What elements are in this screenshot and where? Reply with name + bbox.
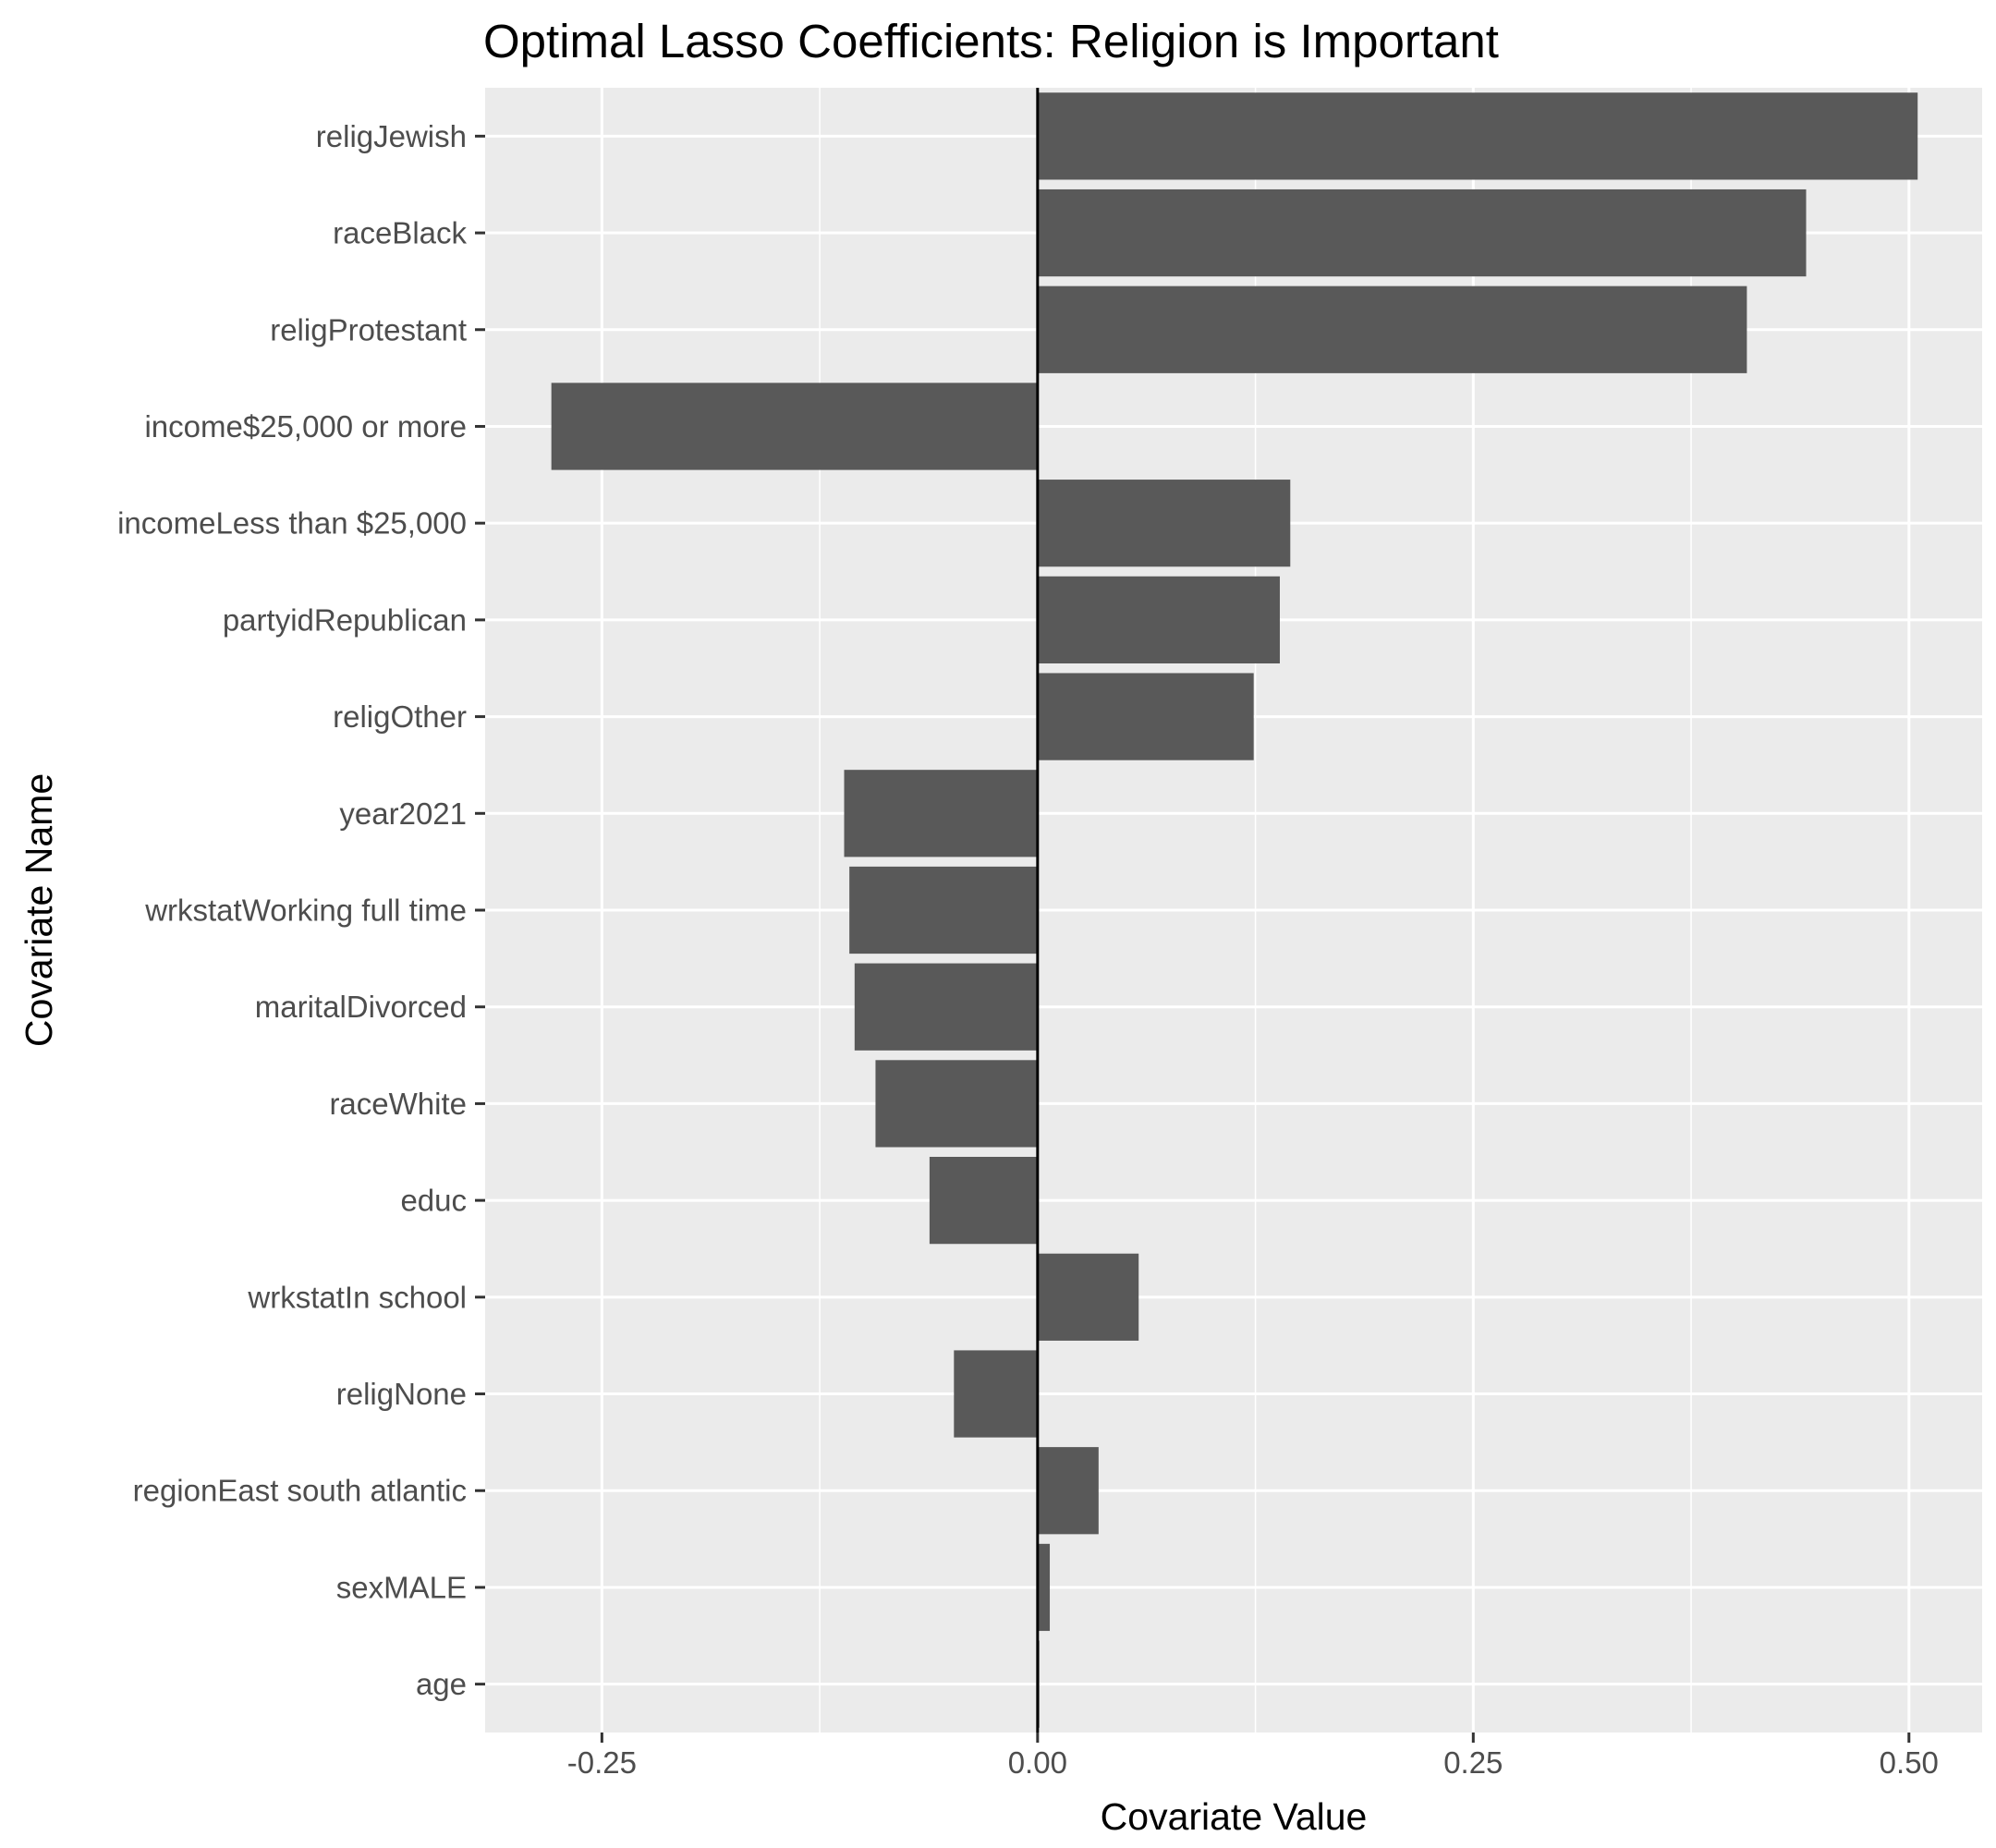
y-tick-label: maritalDivorced	[255, 990, 467, 1024]
bar-income$25,000 or more	[551, 383, 1038, 470]
bar-incomeLess than $25,000	[1037, 480, 1291, 567]
x-tick-label: 0.25	[1443, 1745, 1503, 1780]
y-tick-label: religOther	[333, 699, 467, 734]
y-tick-label: incomeLess than $25,000	[117, 506, 467, 541]
bar-wrkstatWorking full time	[849, 866, 1038, 954]
x-tick-label: 0.00	[1008, 1745, 1067, 1780]
y-tick-label: religProtestant	[270, 312, 467, 346]
y-tick-label: year2021	[339, 796, 467, 831]
y-tick-label: educ	[400, 1184, 467, 1218]
bars	[551, 92, 1918, 1728]
y-tick-label: raceWhite	[329, 1087, 467, 1121]
bar-partyidRepublican	[1037, 576, 1280, 663]
bar-religNone	[954, 1350, 1038, 1438]
bar-religJewish	[1037, 92, 1918, 180]
x-tick-label: 0.50	[1880, 1745, 1939, 1780]
bar-sexMALE	[1037, 1543, 1051, 1632]
chart-title: Optimal Lasso Coefficients: Religion is …	[483, 15, 1499, 67]
bar-regionEast south atlantic	[1037, 1447, 1099, 1535]
y-axis: religJewish raceBlack religProtestant incom…	[117, 119, 485, 1701]
bar-maritalDivorced	[854, 963, 1038, 1051]
x-axis: -0.25 0.00 0.25 0.50	[567, 1732, 1939, 1780]
y-tick-label: wrkstatWorking full time	[144, 894, 467, 928]
bar-raceWhite	[875, 1060, 1038, 1148]
bar-educ	[929, 1157, 1038, 1245]
bar-raceBlack	[1037, 188, 1807, 277]
y-tick-label: sexMALE	[336, 1570, 467, 1604]
x-axis-title: Covariate Value	[1101, 1795, 1368, 1838]
bar-wrkstatIn school	[1037, 1253, 1139, 1341]
y-tick-label: regionEast south atlantic	[133, 1474, 467, 1508]
y-tick-label: partyidRepublican	[223, 602, 467, 637]
y-tick-label: income$25,000 or more	[144, 409, 467, 444]
x-tick-label: -0.25	[567, 1745, 637, 1780]
y-tick-label: religJewish	[316, 119, 467, 153]
bar-year2021	[844, 770, 1038, 857]
y-tick-label: raceBlack	[333, 216, 467, 250]
y-axis-title: Covariate Name	[18, 773, 60, 1047]
y-tick-label: religNone	[336, 1377, 467, 1411]
bar-religProtestant	[1037, 286, 1747, 373]
bar-religOther	[1037, 673, 1254, 760]
y-tick-label: age	[416, 1667, 467, 1701]
y-tick-label: wrkstatIn school	[247, 1280, 467, 1314]
